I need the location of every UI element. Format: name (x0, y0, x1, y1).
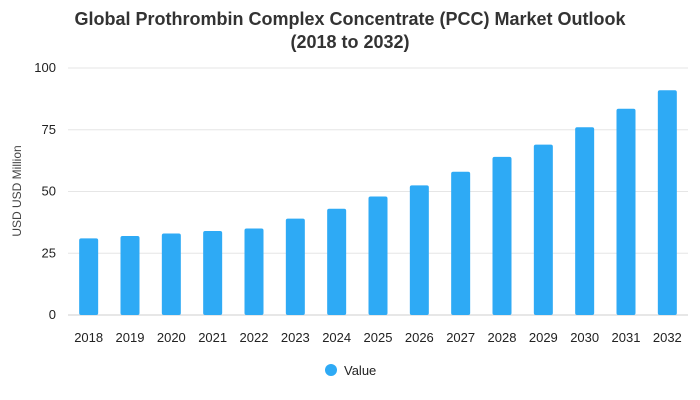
bar-2021[interactable] (203, 231, 223, 315)
x-tick-label: 2027 (446, 330, 475, 345)
legend-marker[interactable] (325, 364, 337, 376)
x-tick-label: 2021 (198, 330, 227, 345)
x-tick-label: 2029 (529, 330, 558, 345)
x-tick-label: 2028 (488, 330, 517, 345)
bar-2025[interactable] (368, 196, 388, 315)
x-tick-label: 2019 (116, 330, 145, 345)
bar-2027[interactable] (451, 171, 471, 315)
chart-title-line2: (2018 to 2032) (290, 32, 409, 52)
bar-2028[interactable] (492, 156, 512, 315)
bar-2018[interactable] (79, 238, 99, 315)
bars (79, 90, 677, 315)
legend[interactable]: Value (325, 363, 376, 378)
x-tick-label: 2022 (240, 330, 269, 345)
bar-2032[interactable] (657, 90, 677, 315)
y-tick-label: 75 (42, 122, 56, 137)
x-tick-label: 2026 (405, 330, 434, 345)
bar-2031[interactable] (616, 108, 636, 315)
x-tick-label: 2024 (322, 330, 351, 345)
x-axis-ticks: 2018 2019 2020 2021 2022 2023 2024 2025 2026 2027… (74, 330, 682, 345)
legend-label[interactable]: Value (344, 363, 376, 378)
x-tick-label: 2032 (653, 330, 682, 345)
bar-2019[interactable] (120, 235, 140, 315)
x-tick-label: 2018 (74, 330, 103, 345)
x-tick-label: 2020 (157, 330, 186, 345)
bar-2023[interactable] (285, 218, 305, 315)
y-tick-label: 100 (34, 60, 56, 75)
x-tick-label: 2025 (364, 330, 393, 345)
bar-2024[interactable] (327, 208, 347, 315)
bar-2022[interactable] (244, 228, 264, 315)
y-tick-label: 25 (42, 245, 56, 260)
x-tick-label: 2030 (570, 330, 599, 345)
y-axis-title: USD USD Million (10, 145, 24, 236)
x-tick-label: 2023 (281, 330, 310, 345)
bar-2020[interactable] (161, 233, 181, 315)
bar-2029[interactable] (533, 144, 553, 315)
y-axis-ticks: 0 25 50 75 100 (34, 60, 56, 322)
x-tick-label: 2031 (612, 330, 641, 345)
chart-title-line1: Global Prothrombin Complex Concentrate (… (74, 9, 626, 29)
y-tick-label: 50 (42, 184, 56, 199)
y-tick-label: 0 (49, 307, 56, 322)
bar-2026[interactable] (409, 185, 429, 315)
bar-2030[interactable] (575, 127, 595, 315)
